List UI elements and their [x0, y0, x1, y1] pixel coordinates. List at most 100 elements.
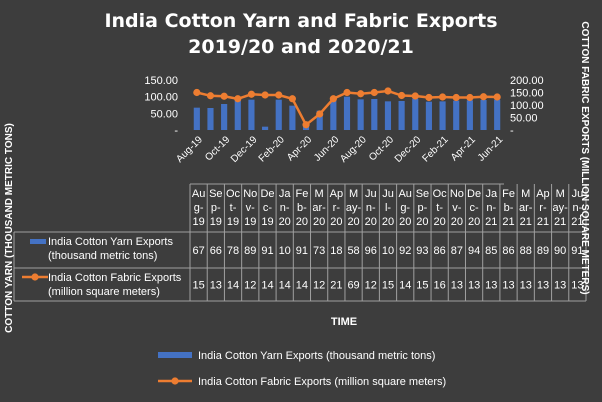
- table-value-cell: 13: [537, 280, 549, 292]
- table-header-cell: Se: [209, 188, 222, 200]
- table-value-cell: 85: [485, 245, 497, 257]
- table-header-cell: 20: [399, 216, 411, 228]
- table-header-cell: n-: [280, 202, 290, 214]
- table-row-label: (million square meters): [48, 286, 160, 298]
- fabric-marker: [261, 91, 269, 99]
- yarn-bar: [221, 104, 228, 130]
- fabric-marker: [398, 91, 406, 100]
- yarn-bar: [207, 108, 214, 130]
- table-value-cell: 90: [554, 245, 566, 257]
- table-header-cell: Au: [398, 188, 411, 200]
- table-value-cell: 14: [227, 280, 239, 292]
- fabric-marker: [220, 92, 228, 100]
- table-header-cell: 20: [365, 216, 377, 228]
- table-header-cell: Ju: [382, 188, 394, 200]
- table-value-cell: 14: [279, 280, 291, 292]
- x-tick-label: Apr-20: [285, 134, 314, 163]
- y-left-tick-label: -: [174, 125, 178, 137]
- legend-key-yarn: [158, 352, 192, 358]
- table-header-cell: 20: [347, 216, 359, 228]
- table-value-cell: 14: [261, 280, 273, 292]
- fabric-marker: [343, 88, 351, 97]
- yarn-bar: [466, 100, 473, 130]
- fabric-marker: [384, 87, 392, 95]
- legend-label-fabric: India Cotton Fabric Exports (million squ…: [198, 376, 446, 388]
- table-header-cell: t-: [436, 202, 443, 214]
- table-header-cell: 20: [382, 216, 394, 228]
- table-header-cell: ay-: [346, 202, 362, 214]
- x-tick-label: Apr-21: [449, 134, 478, 163]
- table-value-cell: 13: [571, 280, 583, 292]
- table-header-cell: Ap: [536, 188, 549, 200]
- table-header-cell: p-: [211, 202, 221, 214]
- y-right-axis-title: COTTON FABRIC EXPORTS (MILLION SQUARE ME…: [579, 21, 590, 294]
- yarn-bar: [262, 126, 269, 130]
- table-value-cell: 87: [451, 245, 463, 257]
- y-left-axis-title: COTTON YARN (THOUSAND METRIC TONS): [4, 123, 15, 333]
- table-header-cell: M: [556, 188, 565, 200]
- fabric-marker: [316, 110, 324, 118]
- fabric-marker: [193, 88, 201, 97]
- table-header-cell: Oc: [226, 188, 241, 200]
- table-value-cell: 13: [520, 280, 532, 292]
- table-value-cell: 66: [210, 245, 222, 257]
- table-header-cell: 21: [520, 216, 532, 228]
- table-value-cell: 91: [261, 245, 273, 257]
- fabric-marker: [329, 95, 337, 103]
- table-header-cell: Se: [416, 188, 429, 200]
- fabric-marker: [234, 95, 242, 103]
- table-value-cell: 15: [382, 280, 394, 292]
- yarn-bar: [384, 101, 392, 130]
- table-header-cell: M: [521, 188, 530, 200]
- table-header-cell: 20: [434, 216, 446, 228]
- fabric-marker: [302, 121, 310, 129]
- table-header-cell: Ju: [572, 188, 584, 200]
- table-value-cell: 12: [365, 280, 377, 292]
- yarn-bar: [453, 100, 460, 130]
- yarn-bar: [275, 99, 282, 130]
- table-header-cell: Ja: [279, 188, 292, 200]
- x-tick-label: Feb-20: [257, 134, 287, 164]
- yarn-bar: [439, 101, 446, 130]
- table-value-cell: 14: [296, 280, 308, 292]
- table-header-cell: l-: [385, 202, 391, 214]
- table-header-cell: M: [349, 188, 358, 200]
- table-header-cell: 19: [227, 216, 239, 228]
- x-tick-label: Oct-19: [203, 134, 232, 163]
- x-tick-label: Aug-19: [174, 134, 205, 165]
- table-value-cell: 94: [468, 245, 480, 257]
- fabric-marker: [479, 93, 488, 101]
- x-tick-label: Dec-20: [393, 134, 424, 165]
- table-header-cell: Fe: [295, 188, 308, 200]
- table-value-cell: 13: [485, 280, 497, 292]
- fabric-marker: [288, 95, 296, 103]
- table-value-cell: 91: [296, 245, 308, 257]
- table-value-cell: 10: [382, 245, 394, 257]
- table-value-cell: 86: [502, 245, 514, 257]
- x-tick-label: Dec-19: [229, 134, 260, 165]
- table-value-cell: 15: [192, 280, 204, 292]
- table-row-label: India Cotton Fabric Exports: [48, 272, 182, 284]
- table-header-cell: 21: [537, 216, 549, 228]
- table-row-label: India Cotton Yarn Exports: [48, 236, 173, 248]
- table-header-cell: Oc: [433, 188, 448, 200]
- table-value-cell: 13: [502, 280, 514, 292]
- fabric-marker: [411, 92, 419, 100]
- table-value-cell: 14: [399, 280, 411, 292]
- table-header-cell: t-: [230, 202, 237, 214]
- table-header-cell: Ju: [365, 188, 377, 200]
- table-header-cell: 21: [554, 216, 566, 228]
- y-right-tick-label: 50.00: [510, 113, 538, 125]
- x-tick-label: Jun-20: [312, 134, 342, 164]
- table-value-cell: 15: [416, 280, 428, 292]
- table-header-cell: g-: [194, 202, 204, 214]
- table-value-cell: 13: [451, 280, 463, 292]
- fabric-marker: [206, 92, 215, 100]
- table-value-cell: 58: [347, 245, 359, 257]
- fabric-marker: [370, 88, 378, 97]
- table-value-cell: 21: [330, 280, 342, 292]
- table-header-cell: ar-: [312, 202, 326, 214]
- fabric-marker: [493, 93, 501, 101]
- fabric-marker: [438, 93, 447, 101]
